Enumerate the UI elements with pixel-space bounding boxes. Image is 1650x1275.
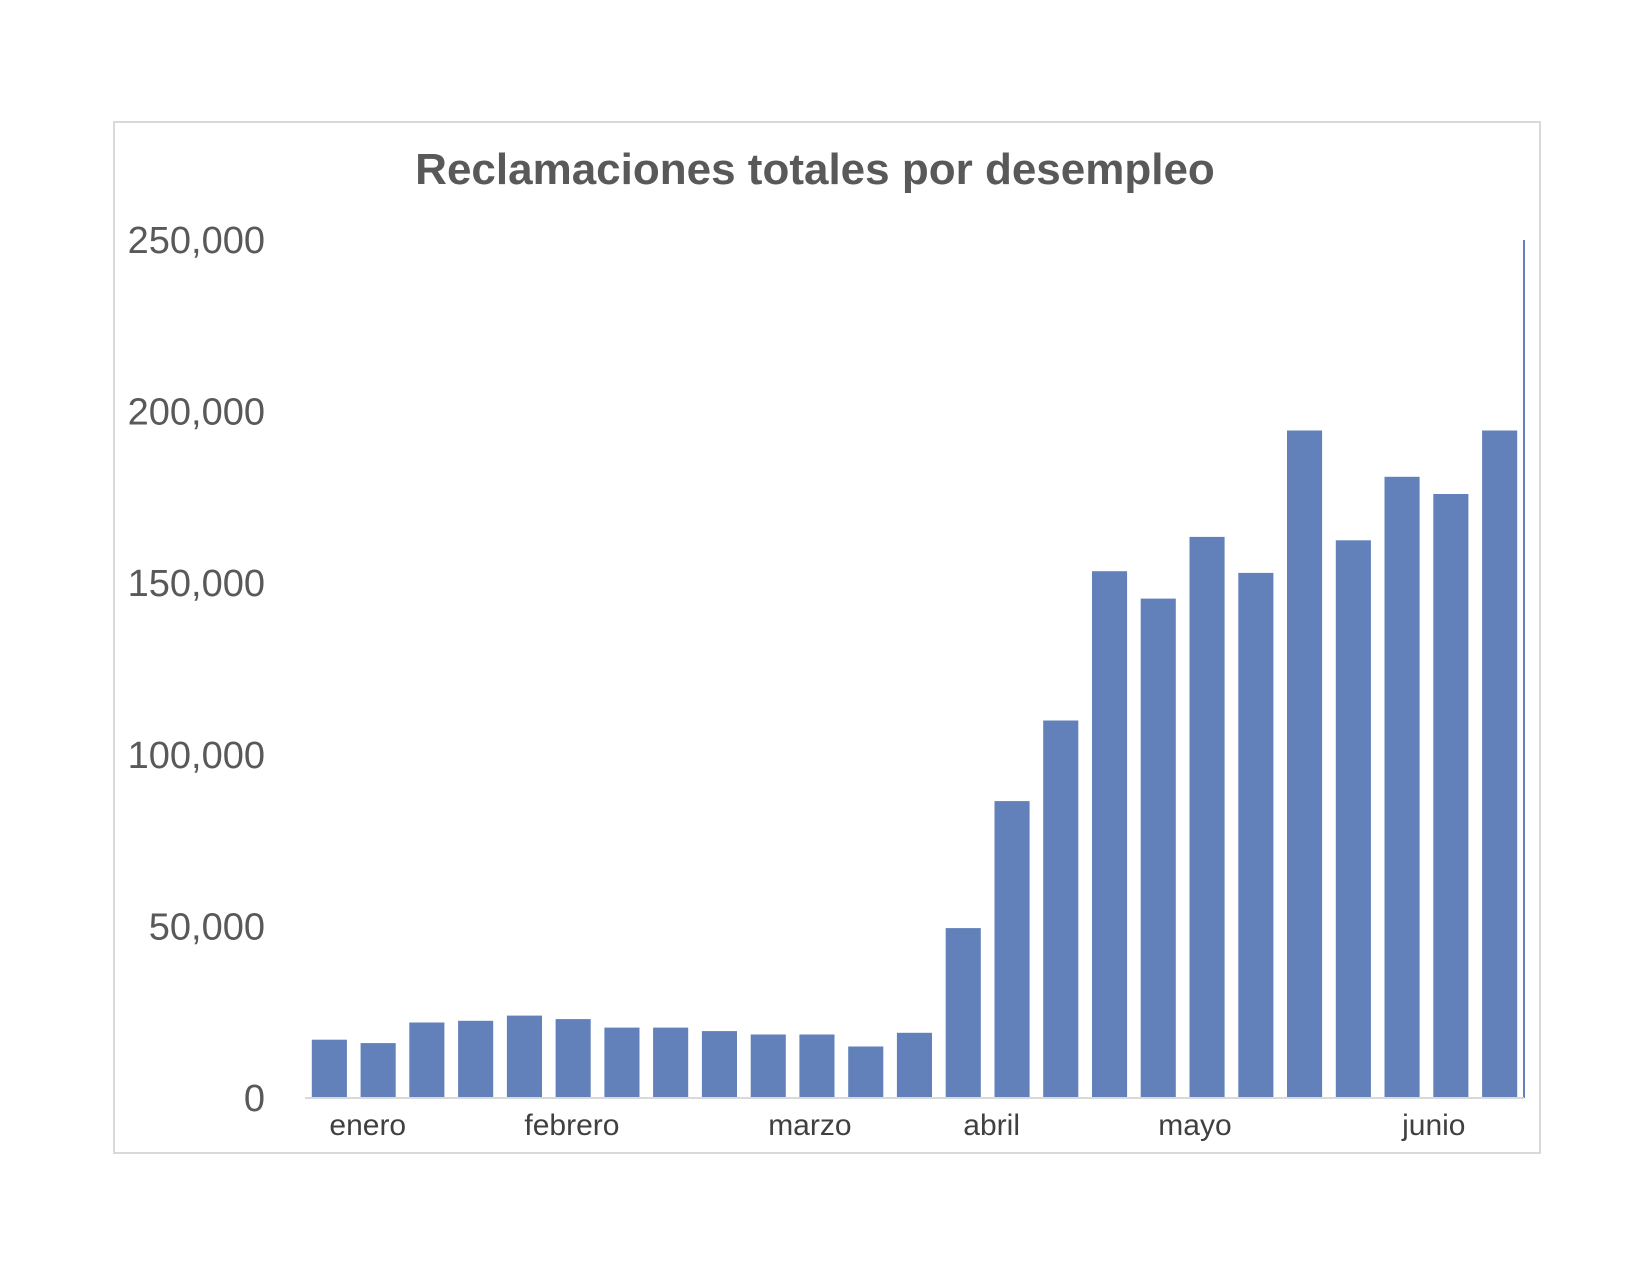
x-tick-label: abril <box>963 1109 1020 1142</box>
bar <box>458 1020 494 1098</box>
bar <box>945 928 981 1098</box>
x-tick-label: mayo <box>1158 1109 1231 1142</box>
y-axis: 0 50,000 100,000 150,000 200,000 250,000 <box>128 220 265 1120</box>
bar <box>1335 540 1371 1098</box>
bar <box>409 1022 445 1098</box>
y-tick-label: 200,000 <box>128 392 265 434</box>
bar <box>1287 430 1323 1098</box>
bar <box>1189 536 1225 1098</box>
bar <box>1140 598 1176 1098</box>
chart-title: Reclamaciones totales por desempleo <box>415 145 1215 194</box>
bar <box>896 1032 932 1098</box>
bar <box>750 1034 786 1098</box>
bar <box>1043 720 1079 1098</box>
bar <box>604 1027 640 1098</box>
x-tick-label: enero <box>329 1109 406 1142</box>
bar <box>360 1043 396 1098</box>
bar <box>653 1027 689 1098</box>
y-tick-label: 100,000 <box>128 735 265 777</box>
bar <box>701 1031 737 1098</box>
y-tick-label: 250,000 <box>128 220 265 262</box>
bar <box>1482 430 1518 1098</box>
y-tick-label: 150,000 <box>128 563 265 605</box>
bar <box>1384 476 1420 1098</box>
bar <box>1092 571 1128 1098</box>
bar <box>506 1015 542 1098</box>
y-tick-label: 0 <box>244 1078 265 1120</box>
bars-layer <box>311 240 1525 1098</box>
x-tick-label: marzo <box>768 1109 851 1142</box>
y-tick-label: 50,000 <box>149 906 265 948</box>
bar <box>555 1019 591 1098</box>
bar <box>1433 494 1469 1098</box>
bar <box>994 801 1030 1098</box>
bar <box>1238 572 1274 1098</box>
x-axis: enero febrero marzo abril mayo junio <box>305 1097 1524 1142</box>
bar <box>311 1039 347 1098</box>
x-tick-label: febrero <box>524 1109 619 1142</box>
bar <box>848 1046 884 1098</box>
bar <box>799 1034 835 1098</box>
x-tick-label: junio <box>1401 1109 1465 1142</box>
